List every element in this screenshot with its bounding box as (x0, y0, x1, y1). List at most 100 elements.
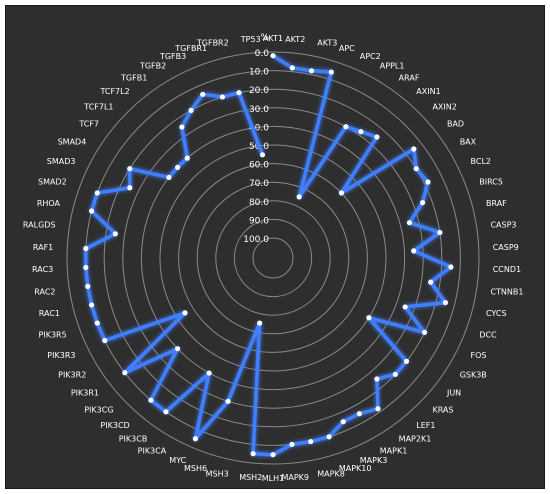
data-point (88, 302, 95, 308)
tick-label: 60.0 (249, 161, 269, 171)
tick-label: 20.0 (249, 86, 269, 96)
category-label: JUN (446, 389, 461, 398)
data-point (356, 411, 363, 417)
category-label: AKT1 (263, 34, 283, 43)
category-label: SMAD4 (58, 138, 87, 147)
tick-label: 40.0 (249, 123, 269, 133)
category-label: AKT3 (317, 39, 337, 48)
tick-label: 10.0 (249, 68, 269, 78)
data-point (374, 134, 380, 140)
data-point (175, 346, 181, 352)
category-label: RAC2 (34, 287, 55, 296)
grid-ring (252, 237, 294, 279)
category-label: RHOA (37, 199, 61, 208)
data-point (338, 190, 345, 196)
data-point (85, 283, 91, 289)
category-label: DCC (479, 330, 497, 339)
category-label: PIK3R2 (58, 370, 86, 379)
grid-ring (159, 144, 387, 372)
data-point (289, 65, 295, 71)
category-label: MAPK8 (317, 469, 345, 478)
category-label: CTNNB1 (490, 287, 523, 296)
category-label: SMAD2 (38, 178, 67, 187)
category-label: APC (339, 44, 355, 53)
category-label: PIK3CA (138, 446, 167, 455)
data-point (225, 398, 231, 404)
data-point (366, 315, 372, 321)
data-point (102, 337, 108, 344)
grid-ring (215, 200, 331, 316)
category-label: MYC (169, 456, 186, 465)
category-label: SMAD3 (47, 157, 76, 166)
data-point (112, 231, 118, 237)
category-label: PIK3CG (84, 406, 113, 415)
data-point (88, 208, 95, 214)
category-label: KRAS (432, 406, 453, 415)
category-label: PIK3R3 (47, 351, 75, 360)
data-point (94, 190, 100, 196)
category-label: TP53 (240, 35, 261, 44)
category-label: MLH1 (262, 474, 284, 483)
data-point (374, 376, 380, 382)
data-point (166, 174, 172, 181)
data-point (175, 164, 181, 170)
category-label: TGFBR2 (196, 39, 229, 48)
data-point (402, 304, 408, 310)
category-label: CYCS (486, 309, 507, 318)
category-label: APC2 (360, 52, 381, 61)
data-point (94, 320, 100, 326)
grid-ring (196, 181, 350, 335)
tick-label: 100.0 (243, 235, 269, 245)
grid-ring (122, 107, 424, 409)
data-point (259, 152, 266, 158)
data-point (419, 200, 426, 206)
category-label: TGFB1 (120, 73, 147, 82)
category-label: AXIN2 (432, 102, 456, 111)
data-point (308, 68, 315, 74)
data-point (289, 441, 295, 448)
data-point (179, 124, 185, 130)
data-point (219, 94, 226, 100)
tick-label: 0.0 (255, 49, 270, 59)
data-point (358, 129, 364, 135)
category-label: FOS (471, 351, 487, 360)
tick-label: 80.0 (249, 198, 269, 208)
data-point (206, 370, 212, 376)
category-label: MAPK9 (281, 473, 309, 482)
data-point (428, 279, 434, 285)
data-point (326, 434, 332, 440)
data-point (192, 436, 199, 442)
category-label: LEF1 (416, 421, 435, 430)
tick-label: 90.0 (249, 216, 269, 226)
category-label: TGFB3 (159, 52, 186, 61)
category-label: APPL1 (380, 62, 405, 71)
category-label: MSH3 (206, 469, 229, 478)
grid-ring (178, 163, 368, 353)
data-point (343, 124, 349, 130)
data-point (375, 406, 381, 412)
category-label: GSK3B (460, 370, 487, 379)
grid-ring (140, 125, 406, 391)
data-point (392, 371, 398, 377)
data-point (127, 166, 133, 172)
grid-ring (103, 88, 443, 428)
data-point (437, 229, 443, 236)
category-label: AKT2 (285, 35, 305, 44)
data-point (148, 397, 154, 403)
series-line (84, 54, 453, 457)
category-label: AXIN1 (416, 87, 440, 96)
category-label: CASP3 (490, 221, 516, 230)
category-label: MSH6 (184, 464, 207, 473)
category-label: MAPK1 (380, 446, 408, 455)
category-label: TCF7 (78, 119, 99, 128)
category-label: TGFBR1 (174, 44, 207, 53)
data-point (413, 166, 419, 172)
data-point (270, 53, 276, 59)
category-label: CCND1 (493, 265, 521, 274)
data-point (184, 155, 190, 161)
data-point (403, 358, 410, 364)
data-point (425, 179, 431, 185)
category-label: RAC3 (32, 265, 53, 274)
category-label: CASP9 (493, 243, 519, 252)
data-point (406, 220, 413, 226)
